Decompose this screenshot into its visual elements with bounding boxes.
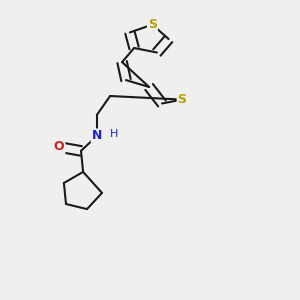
Text: H: H — [110, 129, 118, 140]
Text: N: N — [92, 129, 102, 142]
Text: S: S — [178, 93, 187, 106]
Text: S: S — [148, 18, 157, 31]
Text: O: O — [54, 140, 64, 154]
